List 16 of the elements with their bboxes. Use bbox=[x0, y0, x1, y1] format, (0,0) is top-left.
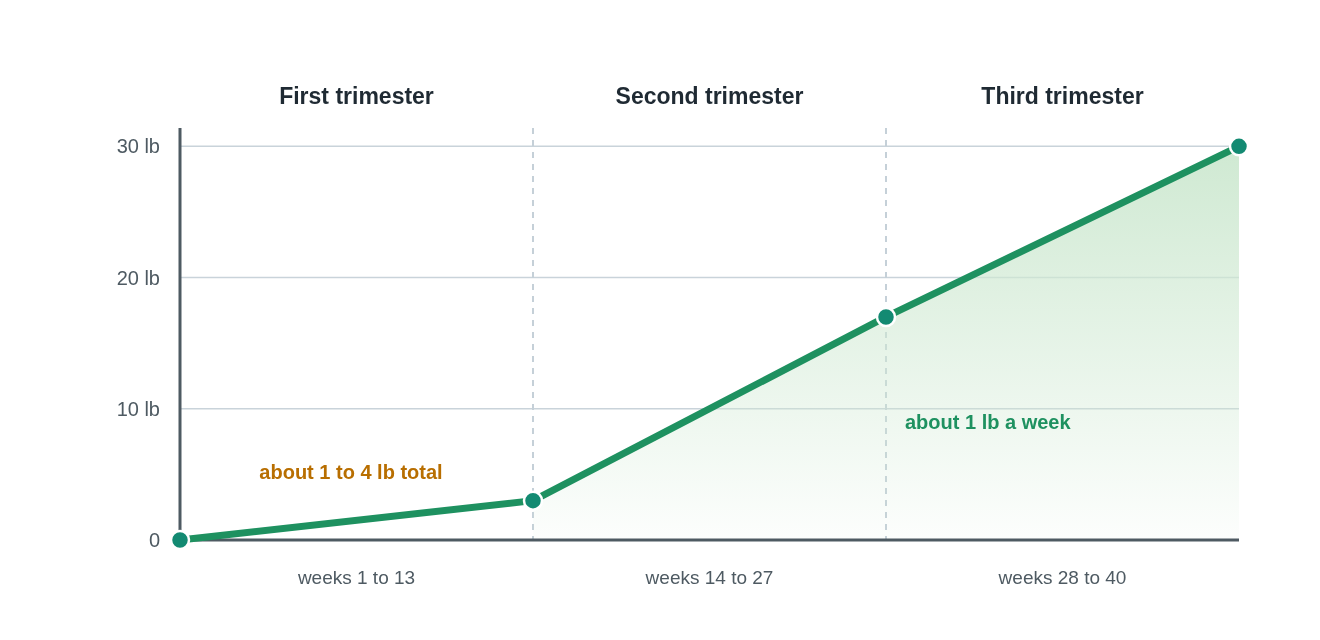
point bbox=[1228, 136, 1250, 157]
x-tick-label: weeks 14 to 27 bbox=[644, 567, 774, 588]
text: Third trimester bbox=[981, 83, 1144, 109]
point bbox=[522, 490, 544, 511]
text: Second trimester bbox=[615, 83, 804, 109]
text: First trimester bbox=[279, 83, 434, 109]
point bbox=[169, 529, 191, 551]
y-tick-label: 10 lb bbox=[116, 397, 160, 420]
point bbox=[875, 306, 897, 328]
x-tick-label: weeks 28 to 40 bbox=[997, 567, 1127, 588]
y-tick-label: 0 bbox=[148, 529, 160, 551]
y-tick-label: 20 lb bbox=[116, 266, 160, 289]
annotation: about 1 lb a week bbox=[905, 411, 1072, 433]
annotation: about 1 to 4 lb total bbox=[259, 461, 443, 483]
x-tick-label: weeks 1 to 13 bbox=[296, 567, 416, 588]
y-tick-label: 30 lb bbox=[116, 135, 160, 158]
